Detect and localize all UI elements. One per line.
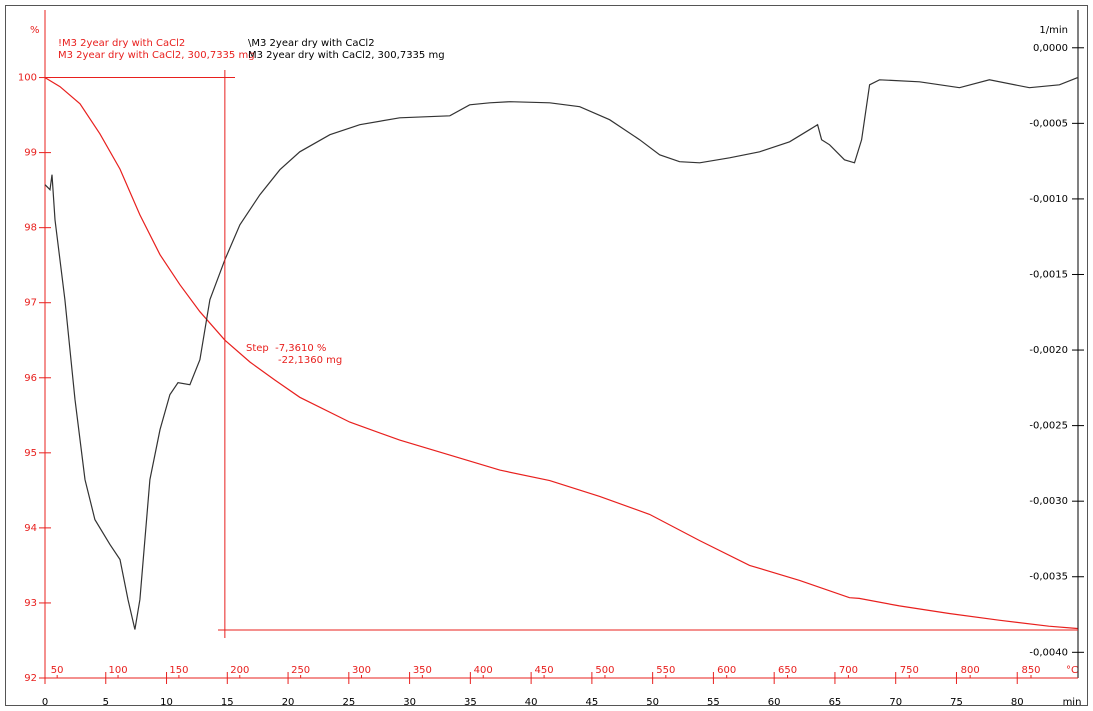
x-tick-label: 30	[403, 697, 416, 708]
x-tick-label: 40	[525, 697, 538, 708]
step-label: Step -7,3610 %	[246, 343, 326, 354]
x-tick-label: 5	[103, 697, 109, 708]
y-tick-label: 94	[24, 523, 37, 534]
x2-tick-label: 450	[535, 665, 554, 676]
y2-tick-label: -0,0030	[1029, 496, 1068, 507]
x2-tick-label: 350	[413, 665, 432, 676]
y2-tick-label: -0,0005	[1029, 118, 1068, 129]
x-tick-label: 45	[586, 697, 599, 708]
y2-label: 1/min	[1039, 25, 1068, 36]
x-tick-label: 15	[221, 697, 234, 708]
x-tick-label: 75	[950, 697, 963, 708]
x-tick-label: 35	[464, 697, 477, 708]
legend-name: \M3 2year dry with CaCl2	[248, 38, 375, 49]
y2-tick-label: -0,0025	[1029, 421, 1068, 432]
step-mass: -22,1360 mg	[278, 355, 342, 366]
legend-name: !M3 2year dry with CaCl2	[58, 38, 185, 49]
x2-tick-label: 500	[595, 665, 614, 676]
x2-tick-label: 50	[51, 665, 64, 676]
legend-sample: M3 2year dry with CaCl2, 300,7335 mg	[248, 50, 445, 61]
x2-tick-label: 300	[352, 665, 371, 676]
y-tick-label: 92	[24, 673, 37, 684]
y-tick-label: 99	[24, 148, 37, 159]
x2-tick-label: 200	[230, 665, 249, 676]
x-tick-label: 80	[1011, 697, 1024, 708]
y2-tick-label: 0,0000	[1033, 43, 1068, 54]
x-tick-label: 70	[889, 697, 902, 708]
x-tick-label: 50	[646, 697, 659, 708]
x2-tick-label: 100	[108, 665, 127, 676]
series-line	[44, 77, 1078, 630]
frame	[5, 5, 1088, 706]
y2-tick-label: -0,0010	[1029, 194, 1068, 205]
y-tick-label: 98	[24, 223, 37, 234]
y2-tick-label: -0,0015	[1029, 269, 1068, 280]
x-tick-label: 0	[42, 697, 48, 708]
x2-tick-label: 750	[900, 665, 919, 676]
x2-tick-label: 700	[839, 665, 858, 676]
x-tick-label: 60	[768, 697, 781, 708]
y-tick-label: 97	[24, 298, 37, 309]
x-tick-label: 55	[707, 697, 720, 708]
x2-tick-label: 600	[717, 665, 736, 676]
y2-tick-label: -0,0035	[1029, 572, 1068, 583]
x2-tick-label: 550	[656, 665, 675, 676]
y-tick-label: 95	[24, 448, 37, 459]
x2-tick-label: 650	[778, 665, 797, 676]
x2-tick-label: 400	[474, 665, 493, 676]
x2-tick-label: 800	[961, 665, 980, 676]
series-line	[44, 77, 1078, 630]
x-tick-label: 20	[282, 697, 295, 708]
x2-tick-label: 150	[169, 665, 188, 676]
x-tick-label: 65	[829, 697, 842, 708]
y-label: %	[30, 25, 40, 36]
y-tick-label: 93	[24, 598, 37, 609]
y2-tick-label: -0,0040	[1029, 647, 1068, 658]
legend-sample: M3 2year dry with CaCl2, 300,7335 mg	[58, 50, 255, 61]
x-tick-label: 10	[160, 697, 173, 708]
x2-label: °C	[1066, 665, 1078, 676]
y-tick-label: 96	[24, 373, 37, 384]
y-tick-label: 100	[18, 73, 37, 84]
x-tick-label: 25	[342, 697, 355, 708]
x-label: min	[1063, 697, 1082, 708]
x2-tick-label: 250	[291, 665, 310, 676]
y2-tick-label: -0,0020	[1029, 345, 1068, 356]
x2-tick-label: 850	[1021, 665, 1040, 676]
